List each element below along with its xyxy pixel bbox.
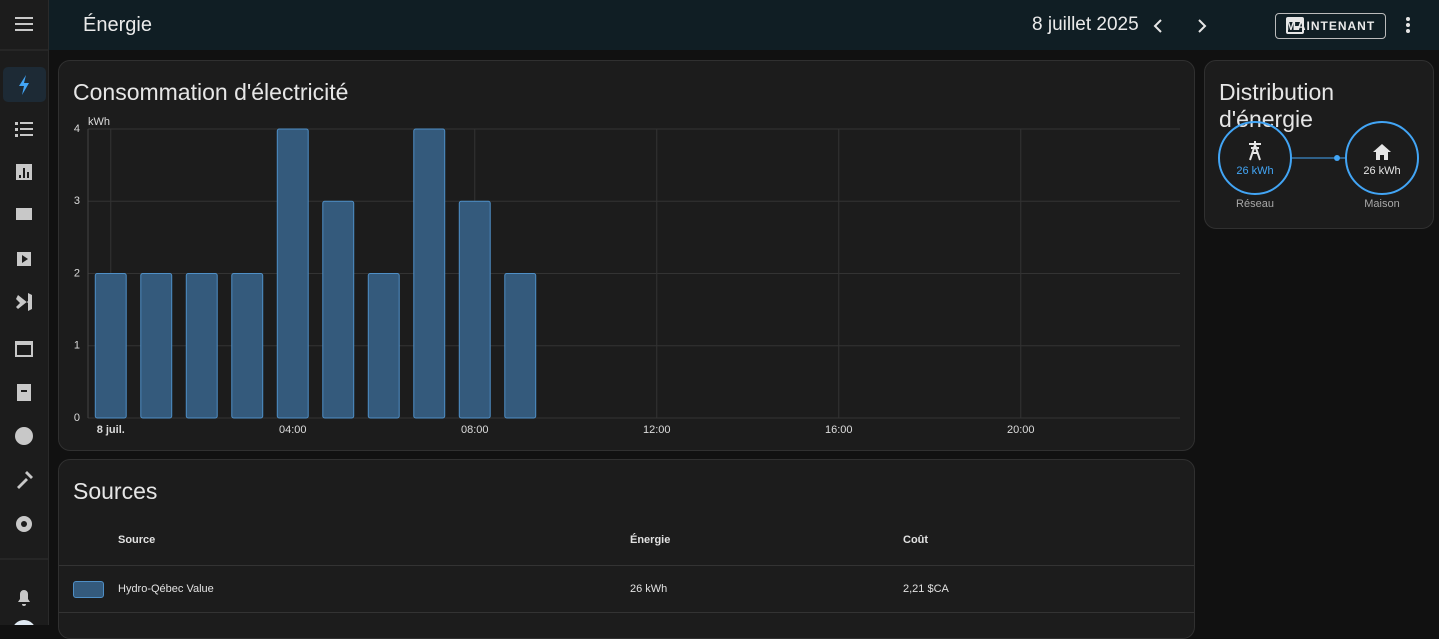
- x-tick-label: 20:00: [1007, 424, 1035, 436]
- y-tick-label: 1: [74, 340, 80, 352]
- vscode-icon[interactable]: [16, 293, 32, 311]
- bar: [413, 128, 446, 419]
- x-tick-label: 08:00: [461, 424, 489, 436]
- source-swatch: [73, 581, 104, 598]
- bar: [322, 200, 355, 419]
- y-unit: kWh: [88, 116, 110, 128]
- menu-icon[interactable]: [15, 17, 33, 31]
- dev-tools-icon[interactable]: [17, 471, 33, 489]
- sidebar: [0, 0, 49, 639]
- user-avatar[interactable]: [12, 620, 36, 639]
- source-name: Hydro-Qébec Value: [118, 583, 214, 595]
- bar: [231, 273, 264, 419]
- x-tick-label: 04:00: [279, 424, 307, 436]
- sidebar-icons: [0, 17, 48, 639]
- logbook-icon[interactable]: [17, 384, 31, 401]
- y-tick-label: 2: [74, 267, 80, 279]
- date-label: 8 juillet 2025: [1032, 14, 1139, 35]
- distribution-diagram: 26 kWh Réseau 26 kWh Maison: [1218, 121, 1419, 210]
- distribution-title: Distribution d'énergie: [1219, 79, 1335, 132]
- home-node[interactable]: [1345, 121, 1419, 195]
- now-button[interactable]: MAINTENANT: [1275, 13, 1386, 39]
- page-title: Énergie: [83, 14, 152, 36]
- consumption-card: Consommation d'électricité kWh 0 1 2 3 4 8 ju…: [58, 60, 1195, 451]
- top-bar: Énergie 8 juillet 2025 MAINTENANT: [49, 0, 1439, 50]
- grid-value: 26 kWh: [1236, 165, 1273, 177]
- bar: [367, 273, 400, 419]
- terminal-icon[interactable]: [15, 341, 33, 357]
- bar: [94, 273, 127, 419]
- x-tick-label: 12:00: [643, 424, 671, 436]
- column-header: Énergie: [630, 534, 671, 546]
- hacs-icon[interactable]: [16, 208, 32, 220]
- history-icon[interactable]: [16, 164, 32, 180]
- source-energy: 26 kWh: [630, 583, 668, 595]
- calendar-button[interactable]: [1286, 17, 1304, 34]
- list-icon[interactable]: [15, 122, 33, 137]
- home-value: 26 kWh: [1363, 165, 1400, 177]
- chart: kWh 0 1 2 3 4 8 juil. 04:00 08:00 12:00 16:00 20:0…: [74, 116, 1180, 436]
- bar: [185, 273, 218, 419]
- bar: [140, 273, 173, 419]
- notifications-icon[interactable]: [18, 590, 30, 606]
- column-header: Source: [118, 534, 156, 546]
- next-button[interactable]: [1198, 19, 1207, 33]
- more-menu[interactable]: [1403, 15, 1413, 35]
- x-tick-label: 8 juil.: [97, 424, 125, 436]
- sources-title: Sources: [73, 478, 158, 504]
- y-tick-label: 4: [74, 123, 80, 135]
- media-icon[interactable]: [17, 252, 31, 266]
- column-header: Coût: [903, 534, 929, 546]
- bar: [276, 128, 309, 419]
- grid-label: Réseau: [1236, 198, 1274, 210]
- home-label: Maison: [1364, 198, 1399, 210]
- date-controls: [1153, 17, 1304, 34]
- source-cost: 2,21 $CA: [903, 583, 949, 595]
- bar: [458, 200, 491, 419]
- y-tick-label: 0: [74, 412, 80, 424]
- x-tick-label: 16:00: [825, 424, 853, 436]
- y-tick-label: 3: [74, 195, 80, 207]
- sources-card: Sources Source Énergie Coût Hydro-Qébec …: [58, 459, 1195, 639]
- grid-node[interactable]: [1218, 121, 1292, 195]
- distribution-card: Distribution d'énergie 26 kWh Réseau 26 …: [1204, 60, 1434, 229]
- previous-button[interactable]: [1153, 19, 1162, 33]
- chart-title: Consommation d'électricité: [73, 79, 349, 105]
- bar: [504, 273, 537, 419]
- energy-icon[interactable]: [19, 75, 29, 95]
- map-icon[interactable]: [15, 427, 33, 445]
